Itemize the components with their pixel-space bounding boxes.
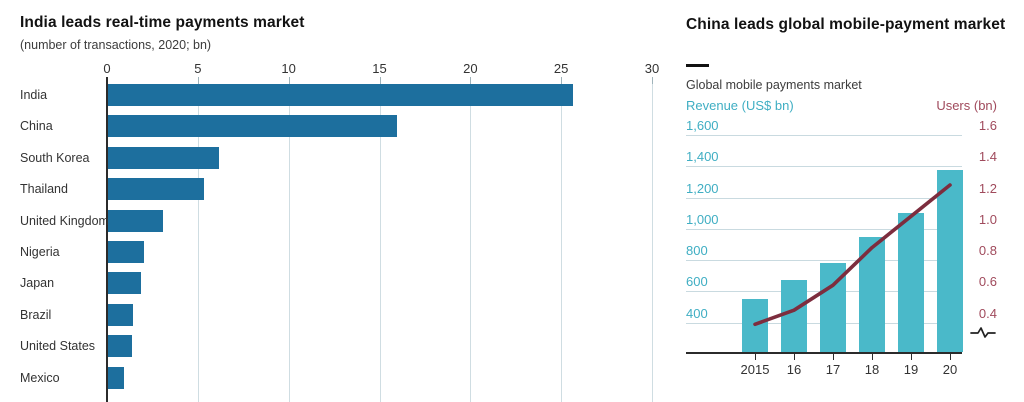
users-tick-label: 1.4 (978, 149, 997, 165)
revenue-tick-label: 1,200 (686, 180, 719, 196)
x-tick-mark (755, 354, 756, 360)
vertical-gridline (561, 84, 563, 402)
bar (108, 335, 132, 358)
x-tick-mark (470, 77, 472, 84)
bar (108, 146, 219, 169)
year-label: 18 (864, 362, 880, 377)
year-label: 20 (942, 362, 958, 377)
bar (108, 115, 397, 138)
x-tick-label: 10 (281, 61, 296, 76)
revenue-bar (937, 170, 963, 352)
x-tick-label: 15 (372, 61, 387, 76)
vertical-gridline (288, 84, 290, 402)
x-tick-label: 5 (194, 61, 202, 76)
right-chart-plot-area: 1,600 1.6 1,400 1.4 1,200 1.2 1,000 1.0 800 0.8 60… (686, 118, 1024, 402)
bar (108, 84, 574, 106)
category-label: China (20, 119, 53, 134)
category-label: United Kingdom (20, 213, 109, 228)
x-tick-mark (911, 354, 912, 360)
left-axis-title: Revenue (US$ bn) (686, 98, 794, 113)
left-chart-subtitle: (number of transactions, 2020; bn) (20, 38, 212, 52)
left-chart-title: India leads real-time payments market (20, 14, 305, 31)
category-label: Nigeria (20, 245, 60, 259)
x-tick-mark (379, 77, 381, 84)
category-label: Brazil (20, 307, 52, 322)
vertical-gridline (470, 84, 472, 402)
revenue-tick-label: 1,000 (686, 211, 719, 227)
x-tick-mark (833, 354, 834, 360)
bar (108, 303, 134, 326)
year-label: 2015 (740, 362, 770, 377)
users-tick-label: 0.4 (978, 305, 997, 321)
year-label: 17 (825, 362, 841, 377)
horizontal-gridline (686, 134, 962, 136)
revenue-tick-label: 1,600 (686, 117, 719, 133)
category-label: Japan (20, 276, 55, 291)
left-chart-plot-area: 0 5 10 15 20 25 30 India China South Korea Thailan… (20, 61, 660, 402)
horizontal-gridline (686, 166, 962, 168)
bar (108, 209, 163, 232)
bar (108, 366, 125, 389)
revenue-tick-label: 800 (686, 243, 708, 259)
revenue-tick-label: 600 (686, 274, 708, 290)
bar (108, 178, 205, 201)
users-tick-label: 1.2 (978, 180, 997, 196)
x-tick-mark (197, 77, 199, 84)
revenue-tick-label: 1,400 (686, 149, 719, 165)
bar (108, 272, 141, 295)
category-label: Thailand (20, 182, 68, 197)
revenue-bar (781, 280, 807, 352)
x-tick-label: 0 (103, 61, 111, 76)
users-tick-label: 0.8 (978, 243, 997, 259)
year-label: 16 (786, 362, 802, 377)
users-tick-label: 1.0 (978, 211, 997, 227)
y-axis-line (106, 77, 108, 402)
x-tick-mark (561, 77, 563, 84)
vertical-gridline (197, 84, 199, 402)
horizontal-gridline (686, 197, 962, 199)
x-tick-label: 25 (553, 61, 569, 76)
x-tick-label: 30 (644, 61, 660, 76)
x-tick-label: 20 (463, 61, 478, 76)
revenue-bar (820, 263, 846, 352)
right-axis-title: Users (bn) (936, 98, 997, 113)
x-tick-mark (652, 77, 653, 84)
x-axis-line (686, 352, 962, 354)
users-tick-label: 1.6 (978, 117, 997, 133)
x-tick-mark (288, 77, 290, 84)
bar (108, 241, 145, 263)
vertical-gridline (652, 84, 653, 402)
category-label: Mexico (20, 370, 60, 385)
axis-break-icon (970, 327, 996, 338)
revenue-bar (859, 236, 885, 352)
revenue-bar (742, 299, 768, 352)
revenue-tick-label: 400 (686, 305, 708, 321)
users-tick-label: 0.6 (978, 274, 997, 290)
category-label: India (20, 88, 48, 102)
category-label: South Korea (20, 150, 90, 165)
mobile-payment-chart: China leads global mobile-payment market… (686, 0, 1024, 402)
category-label: United States (20, 339, 96, 354)
vertical-gridline (379, 84, 381, 402)
right-chart-subtitle: Global mobile payments market (686, 78, 862, 92)
x-tick-mark (872, 354, 873, 360)
real-time-payments-chart: India leads real-time payments market (n… (20, 14, 660, 402)
revenue-bar (898, 213, 924, 352)
x-tick-mark (794, 354, 795, 360)
title-dash-rule (686, 64, 709, 67)
x-tick-mark (950, 354, 951, 360)
right-chart-title: China leads global mobile-payment market (686, 16, 1006, 33)
year-label: 19 (903, 362, 919, 377)
